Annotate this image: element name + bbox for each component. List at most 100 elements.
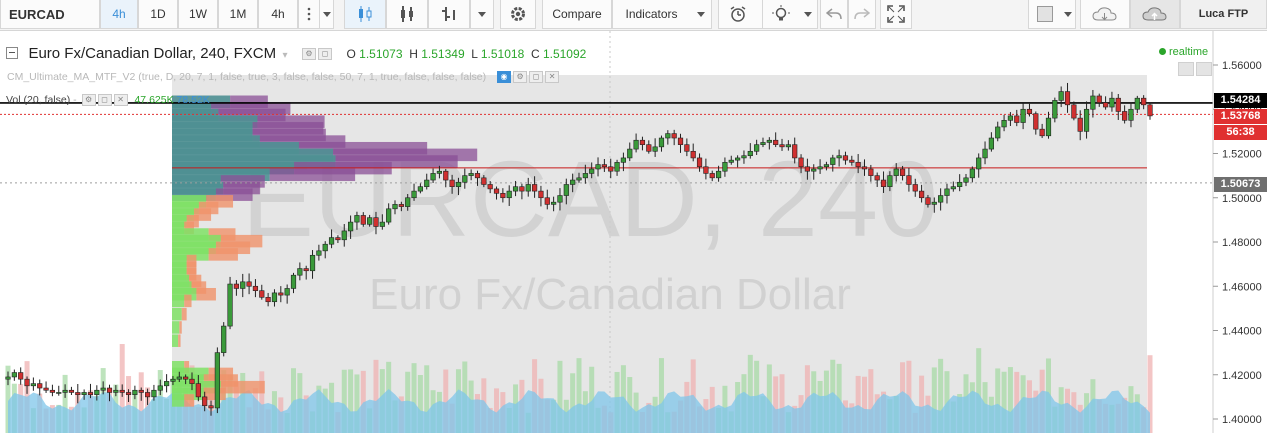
- candle-body: [202, 396, 208, 407]
- candle-body: [164, 381, 170, 387]
- candle-body: [1102, 102, 1109, 108]
- candle-body: [417, 186, 423, 192]
- load-chart-button[interactable]: [1080, 0, 1130, 29]
- candle-body: [1128, 108, 1134, 121]
- candle-body: [1071, 104, 1077, 119]
- volume-hide-icon[interactable]: ◻: [97, 94, 112, 107]
- chart-pane[interactable]: EURCAD, 240 Euro Fx/Canadian Dollar 1.56…: [0, 31, 1267, 433]
- volume-bar: [944, 371, 950, 433]
- user-menu-button[interactable]: Luca FTP: [1180, 0, 1267, 29]
- interval-1d-button[interactable]: 1D: [138, 0, 178, 29]
- ideas-button[interactable]: [762, 0, 798, 29]
- indicators-button[interactable]: Indicators: [612, 0, 690, 29]
- interval-1m-button[interactable]: 1M: [218, 0, 258, 29]
- candle-body: [544, 197, 550, 205]
- volume-bar: [747, 354, 753, 433]
- layout-dropdown[interactable]: [1060, 0, 1076, 29]
- interval-dropdown-button[interactable]: [320, 0, 334, 29]
- volume-bar: [259, 371, 265, 433]
- volume-bar: [411, 363, 417, 433]
- profile-sell-bar: [186, 261, 197, 274]
- undo-button[interactable]: [820, 0, 848, 29]
- volume-bar: [658, 358, 664, 433]
- candle-body: [703, 166, 709, 174]
- indicator-settings-icon[interactable]: ⚙: [513, 71, 528, 84]
- interval-4h-button[interactable]: 4h: [100, 0, 138, 29]
- volume-close-icon[interactable]: ✕: [113, 94, 128, 107]
- compare-button[interactable]: Compare: [542, 0, 612, 29]
- chart-canvas[interactable]: EURCAD, 240 Euro Fx/Canadian Dollar 1.56…: [0, 31, 1267, 433]
- candle-body: [227, 283, 233, 327]
- collapse-icon[interactable]: [6, 47, 18, 59]
- indicator-visibility-icon[interactable]: ◉: [497, 71, 512, 84]
- ohlc-style-button[interactable]: [428, 0, 470, 29]
- candle-body: [601, 164, 607, 168]
- close-icon[interactable]: ✕: [545, 71, 560, 84]
- candle-body: [899, 168, 906, 176]
- candle-body: [487, 184, 493, 190]
- horizontal-lines: [0, 102, 1213, 184]
- info-icon[interactable]: [1178, 62, 1194, 76]
- save-chart-button[interactable]: [1130, 0, 1180, 29]
- chevron-down-icon: [803, 11, 812, 17]
- candle-body: [830, 157, 836, 165]
- layout-button[interactable]: [1028, 0, 1060, 29]
- more-vertical-icon: [307, 7, 311, 21]
- redo-button[interactable]: [848, 0, 876, 29]
- fullscreen-button[interactable]: [880, 0, 912, 29]
- candle-body: [62, 389, 68, 393]
- bars-style-button[interactable]: [386, 0, 428, 29]
- candle-body: [722, 162, 728, 172]
- candles-style-button[interactable]: [344, 0, 386, 29]
- candle-body: [411, 190, 417, 199]
- candle-body: [938, 195, 944, 203]
- symbol-search[interactable]: EURCAD: [0, 0, 100, 29]
- candle-body: [259, 290, 265, 298]
- candle-body: [341, 230, 347, 241]
- candle-body: [982, 148, 988, 159]
- candle-body: [18, 372, 24, 380]
- candle-body: [1020, 108, 1026, 123]
- candle-body: [322, 243, 328, 252]
- candle-body: [519, 186, 525, 192]
- candle-body: [443, 170, 449, 181]
- candle-body: [709, 173, 715, 179]
- series-settings-icon[interactable]: ⚙: [302, 47, 317, 60]
- ideas-dropdown[interactable]: [798, 0, 818, 29]
- candle-body: [246, 281, 252, 287]
- chevron-down-icon[interactable]: ▾: [282, 50, 288, 61]
- profile-sell-bar: [184, 294, 192, 308]
- series-hide-icon[interactable]: ◻: [318, 47, 333, 60]
- candle-body: [608, 166, 614, 172]
- interval-1w-button[interactable]: 1W: [178, 0, 218, 29]
- chart-style-dropdown[interactable]: [470, 0, 494, 29]
- volume-bar: [424, 365, 430, 433]
- more-intervals-button[interactable]: [298, 0, 320, 29]
- candle-body: [804, 166, 810, 172]
- candle-body: [316, 250, 322, 256]
- bar-countdown-label: 56:38: [1214, 125, 1267, 140]
- profile-buy-bar: [172, 334, 179, 347]
- indicator-format-icon[interactable]: ◻: [529, 71, 544, 84]
- chevron-down-icon: [1063, 11, 1072, 17]
- alert-button[interactable]: [718, 0, 756, 29]
- candle-body: [309, 254, 316, 272]
- profile-sell-bar: [203, 387, 226, 401]
- candle-body: [677, 137, 684, 145]
- candle-body: [506, 190, 512, 199]
- candle-body: [335, 237, 341, 241]
- indicators-dropdown[interactable]: [690, 0, 712, 29]
- candle-body: [849, 159, 855, 163]
- candle-body: [620, 157, 627, 163]
- scale-settings-icon[interactable]: [1196, 62, 1212, 76]
- candle-body: [347, 221, 354, 232]
- price-axis[interactable]: 1.560001.540001.520001.500001.480001.460…: [1213, 60, 1262, 426]
- candle-body: [24, 378, 30, 387]
- top-toolbar: EURCAD 4h 1D 1W 1M 4h Compare Indicators: [0, 0, 1267, 31]
- candle-body: [798, 157, 804, 168]
- interval-4h-secondary-button[interactable]: 4h: [258, 0, 298, 29]
- candle-body: [874, 175, 880, 181]
- candle-body: [1058, 91, 1064, 101]
- volume-settings-icon[interactable]: ⚙: [81, 94, 96, 107]
- settings-button[interactable]: [500, 0, 536, 29]
